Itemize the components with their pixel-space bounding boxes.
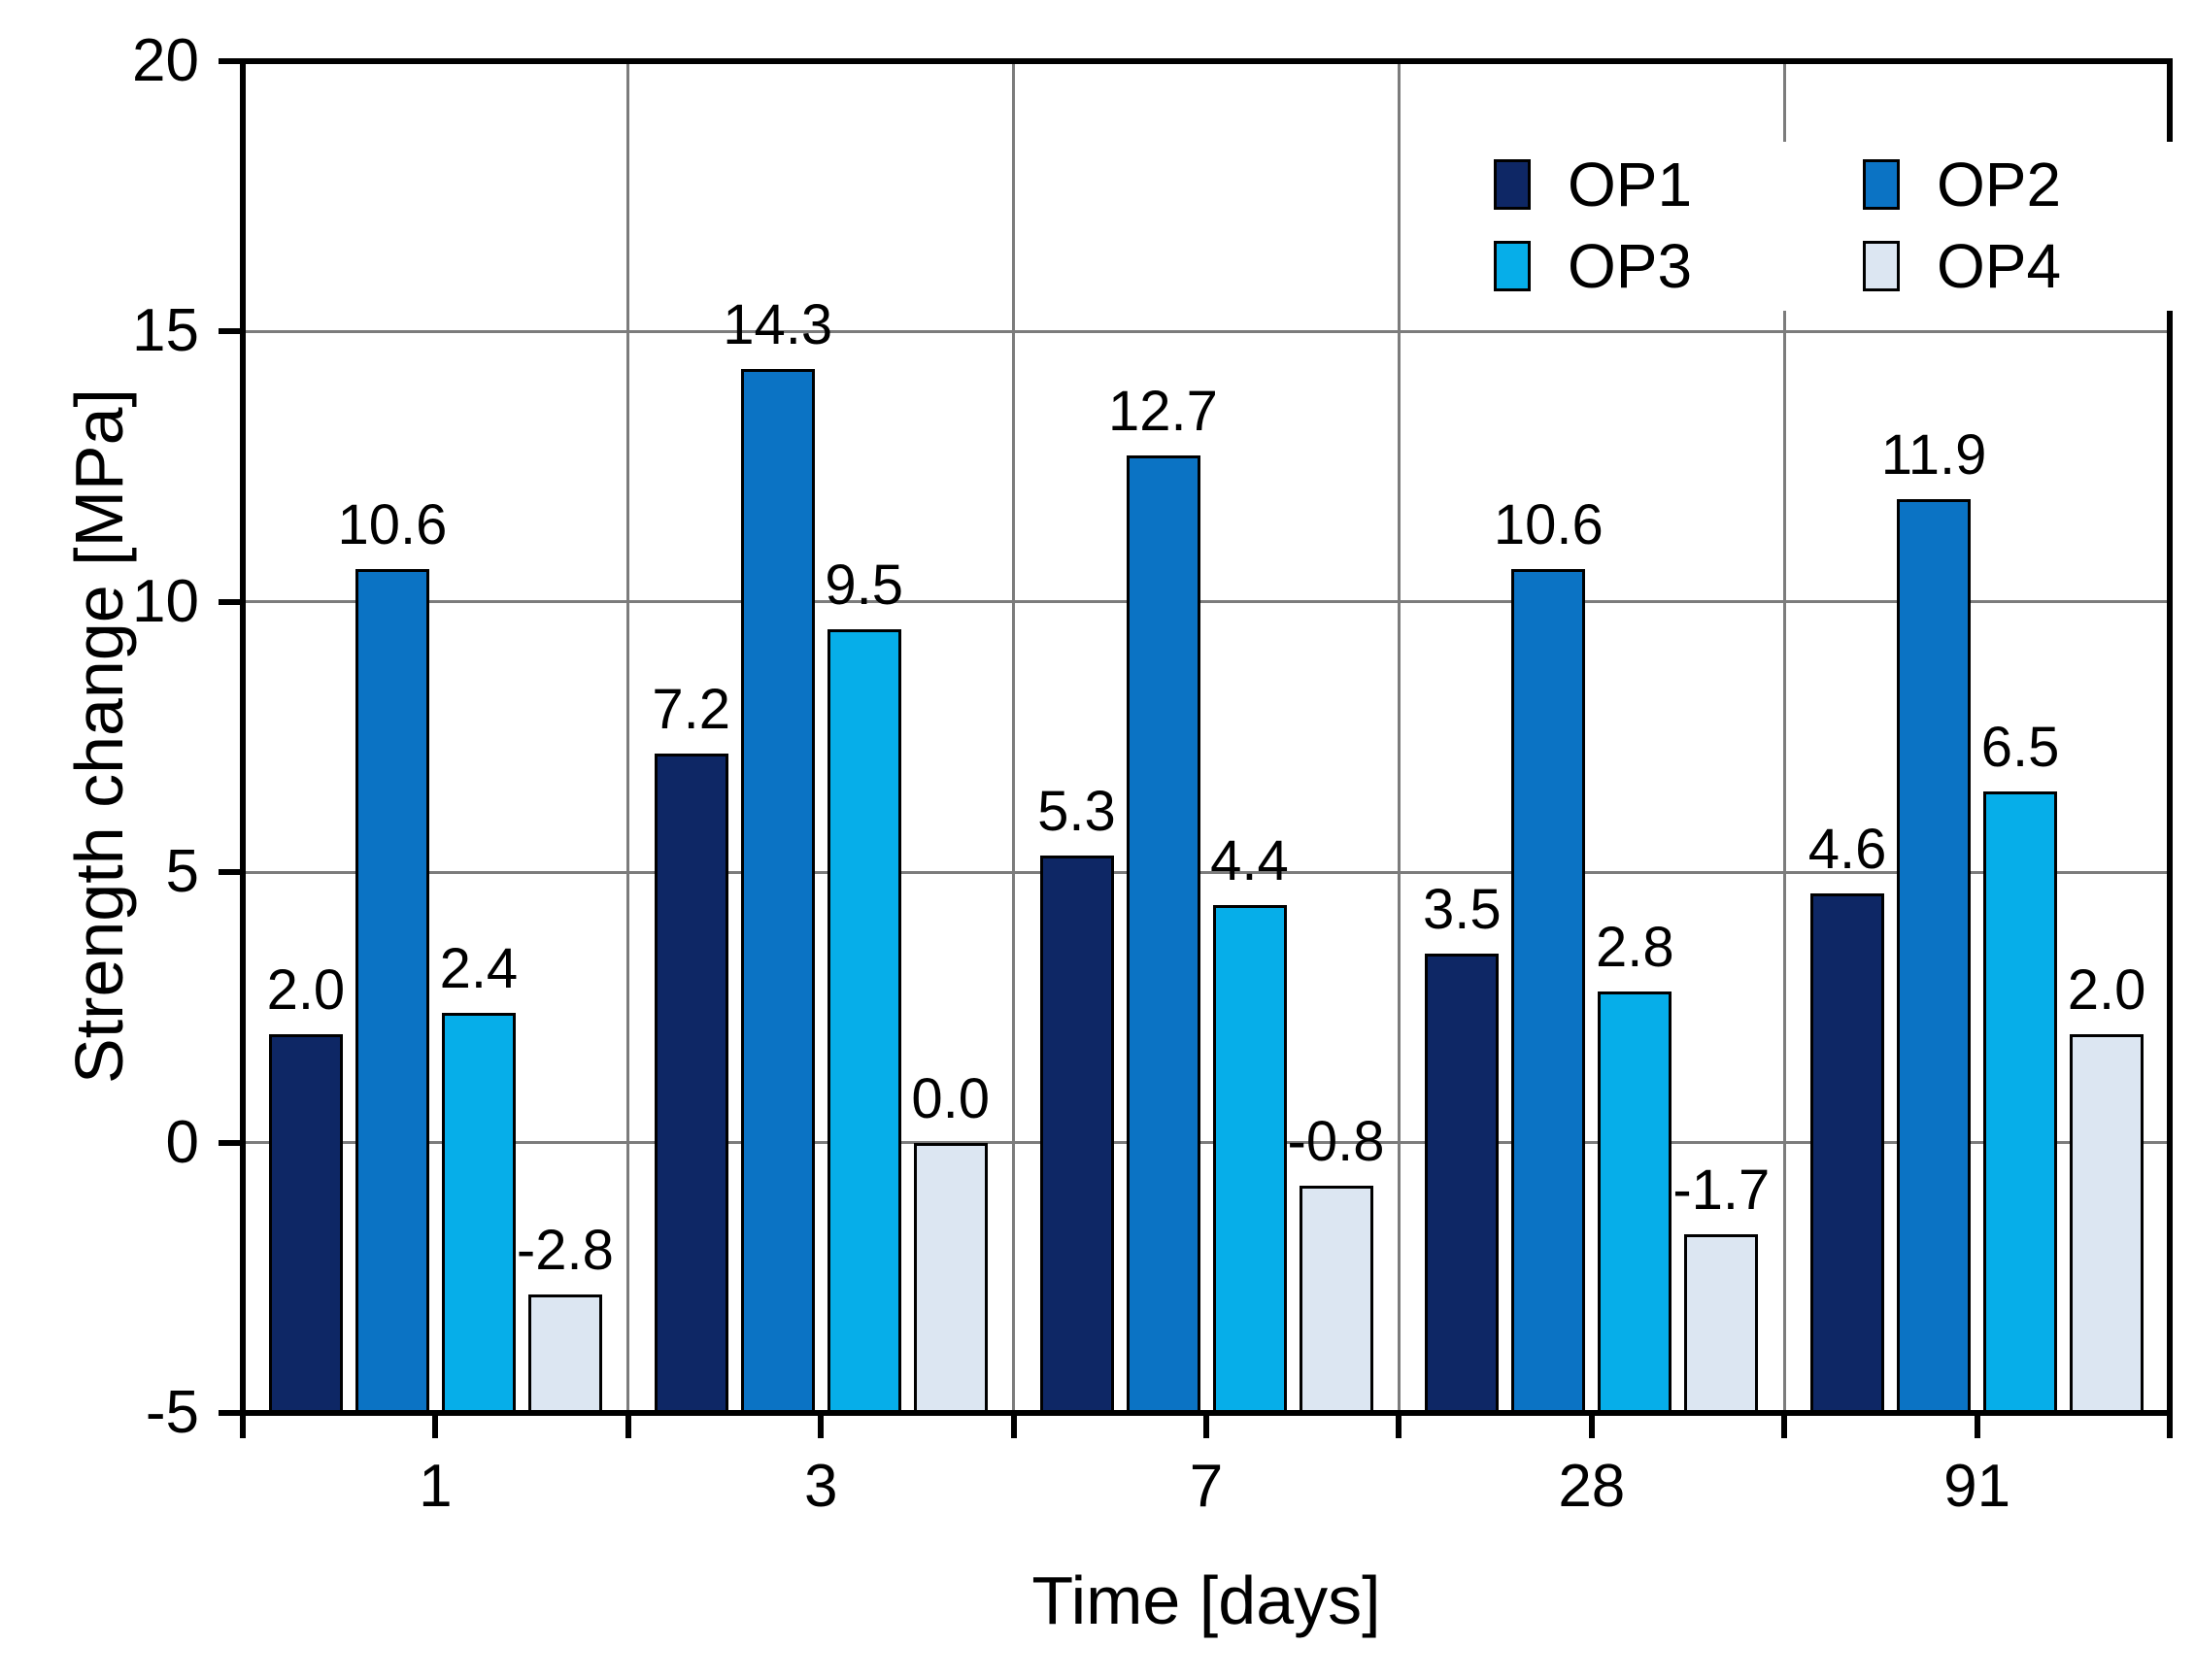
y-axis-tick: [219, 58, 243, 64]
bar-op1-day91: [1810, 893, 1885, 1416]
x-tick-label: 7: [1189, 1453, 1224, 1520]
y-axis-tick: [219, 328, 243, 335]
h-gridline: [246, 870, 2167, 874]
y-axis-title: Strength change [MPa]: [61, 388, 137, 1084]
bar-op4-day7: [1299, 1186, 1373, 1416]
y-tick-label: 0: [165, 1108, 199, 1176]
data-label: 11.9: [1880, 423, 1987, 487]
x-tick-label: 91: [1943, 1453, 2011, 1520]
y-axis-tick: [219, 869, 243, 876]
data-label: 12.7: [1108, 380, 1218, 444]
x-axis-tick: [2167, 1413, 2173, 1438]
data-label: 3.5: [1422, 877, 1502, 941]
bar-op1-day1: [268, 1034, 343, 1416]
legend-label: OP1: [1568, 150, 1693, 219]
bar-op3-day7: [1212, 904, 1287, 1416]
x-tick-label: 28: [1558, 1453, 1626, 1520]
bar-op2-day1: [355, 569, 429, 1416]
legend-swatch-op1: [1494, 159, 1531, 210]
bar-op4-day1: [527, 1294, 602, 1416]
x-axis-tick: [625, 1413, 631, 1438]
legend-item-op2: OP2: [1863, 153, 2174, 216]
bar-op2-day28: [1511, 569, 1586, 1416]
legend: OP1 OP2 OP3 OP4: [1478, 142, 2187, 311]
x-axis-tick: [1010, 1413, 1017, 1438]
bar-op4-day91: [2070, 1034, 2144, 1416]
v-gridline: [626, 64, 630, 1410]
bar-op4-day28: [1684, 1234, 1759, 1416]
legend-label: OP3: [1568, 231, 1693, 301]
data-label: 2.0: [266, 958, 346, 1023]
x-axis-tick: [1396, 1413, 1402, 1438]
bar-op3-day1: [441, 1012, 516, 1416]
bar-op2-day91: [1897, 499, 1972, 1416]
data-label: 0.0: [911, 1066, 990, 1130]
h-gridline: [246, 600, 2167, 604]
data-label: 2.4: [439, 936, 519, 1000]
data-label: 10.6: [1493, 493, 1604, 557]
x-axis-tick: [240, 1413, 246, 1438]
y-axis-tick: [219, 1139, 243, 1146]
data-label: 2.0: [2067, 958, 2146, 1023]
y-axis-tick: [219, 1410, 243, 1416]
x-axis-tick: [1588, 1413, 1595, 1438]
bar-op1-day3: [654, 753, 728, 1416]
v-gridline: [1012, 64, 1016, 1410]
bar-op1-day7: [1039, 856, 1114, 1416]
data-label: 5.3: [1037, 780, 1116, 844]
x-axis-tick: [1781, 1413, 1788, 1438]
h-gridline: [246, 329, 2167, 333]
y-tick-label: 20: [132, 27, 199, 94]
bar-op1-day28: [1425, 953, 1500, 1416]
data-label: 6.5: [1980, 715, 2060, 779]
bar-op3-day3: [827, 628, 901, 1416]
legend-item-op1: OP1: [1494, 153, 1863, 216]
data-label: 10.6: [337, 493, 448, 557]
legend-label: OP2: [1937, 150, 2062, 219]
bar-op4-day3: [913, 1142, 988, 1416]
x-axis-tick: [1974, 1413, 1980, 1438]
y-tick-label: 10: [132, 567, 199, 635]
data-label: -0.8: [1287, 1110, 1385, 1174]
legend-label: OP4: [1937, 231, 2062, 301]
legend-swatch-op4: [1863, 241, 1900, 291]
y-tick-label: -5: [145, 1379, 199, 1446]
data-label: 14.3: [723, 293, 833, 357]
x-axis-tick: [818, 1413, 825, 1438]
data-label: -2.8: [516, 1218, 614, 1282]
data-label: 7.2: [652, 677, 730, 741]
legend-item-op4: OP4: [1863, 235, 2174, 297]
bar-op2-day3: [740, 369, 815, 1416]
data-label: 2.8: [1595, 915, 1674, 979]
y-axis-tick: [219, 598, 243, 605]
y-tick-label: 5: [165, 838, 199, 906]
bar-op3-day91: [1983, 790, 2058, 1416]
x-axis-title: Time [days]: [1031, 1562, 1381, 1638]
x-axis-tick: [432, 1413, 439, 1438]
bar-op2-day7: [1126, 455, 1200, 1416]
v-gridline: [1782, 64, 1786, 1410]
y-tick-label: 15: [132, 297, 199, 365]
legend-swatch-op3: [1494, 241, 1531, 291]
data-label: 4.6: [1807, 818, 1887, 882]
data-label: 4.4: [1210, 828, 1289, 892]
h-gridline: [246, 1141, 2167, 1145]
legend-swatch-op2: [1863, 159, 1900, 210]
legend-item-op3: OP3: [1494, 235, 1863, 297]
x-tick-label: 1: [419, 1453, 453, 1520]
data-label: 9.5: [825, 553, 903, 617]
x-tick-label: 3: [803, 1453, 838, 1520]
x-axis-tick: [1203, 1413, 1209, 1438]
v-gridline: [1397, 64, 1401, 1410]
data-label: -1.7: [1672, 1159, 1771, 1223]
